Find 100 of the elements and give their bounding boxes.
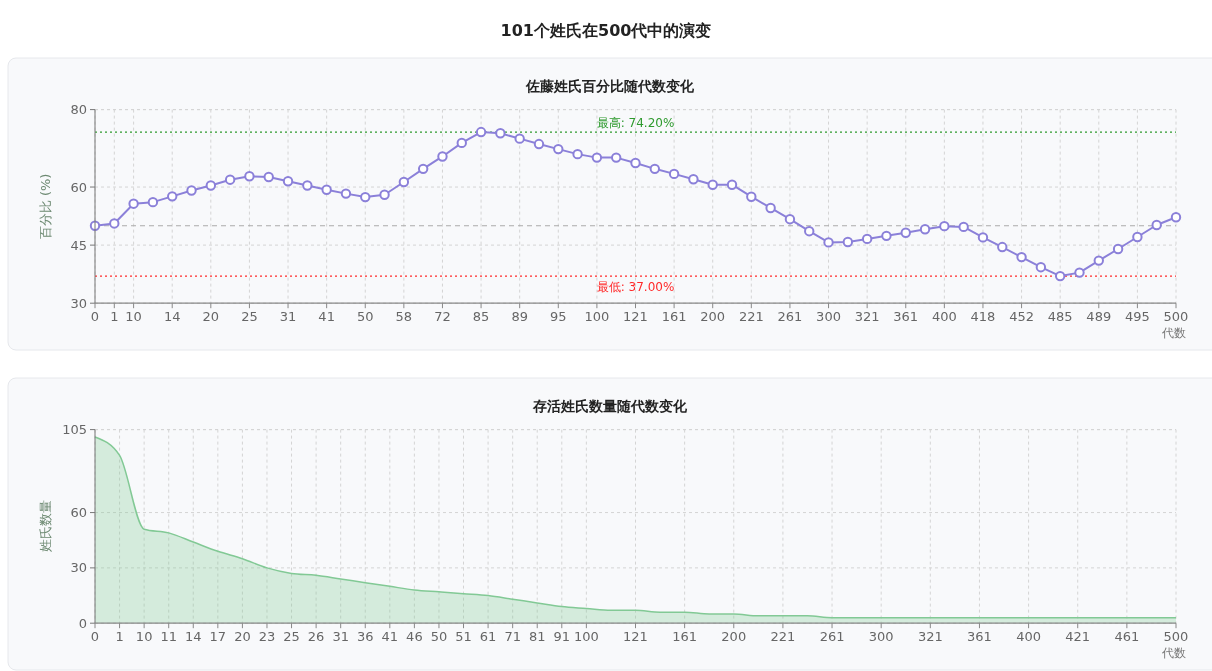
x-tick-label: 421 xyxy=(1065,629,1091,645)
point xyxy=(321,184,332,195)
point xyxy=(611,152,622,163)
x-tick-label: 0 xyxy=(90,629,100,645)
x-axis-title: 代数 xyxy=(1161,326,1186,341)
point xyxy=(939,220,950,232)
x-tick-label: 261 xyxy=(819,629,845,645)
x-tick-label: 361 xyxy=(893,309,919,325)
point xyxy=(861,233,873,245)
point xyxy=(495,128,506,139)
point xyxy=(784,213,796,225)
y-tick-label: 30 xyxy=(70,560,87,576)
point xyxy=(707,179,718,190)
x-tick-label: 50 xyxy=(356,309,374,325)
point xyxy=(919,224,931,235)
x-tick-label: 121 xyxy=(623,309,648,325)
x-tick-label: 321 xyxy=(854,309,880,325)
x-tick-label: 418 xyxy=(970,309,996,325)
point xyxy=(1016,251,1027,263)
chart-subtitle: 佐藤姓氏百分比随代数变化 xyxy=(525,78,695,94)
point xyxy=(1093,255,1104,266)
x-tick-label: 11 xyxy=(160,629,177,645)
point xyxy=(804,225,815,237)
point xyxy=(533,138,545,150)
y-tick-label: 45 xyxy=(70,237,87,253)
x-tick-label: 1 xyxy=(110,309,119,325)
point xyxy=(765,202,776,214)
point xyxy=(475,126,487,138)
point xyxy=(823,237,834,248)
x-tick-label: 300 xyxy=(816,309,841,325)
x-tick-label: 221 xyxy=(738,309,764,325)
y-tick-label: 80 xyxy=(70,102,87,118)
x-axis-title: 代数 xyxy=(1161,646,1186,661)
x-tick-label: 17 xyxy=(209,629,227,645)
y-axis-title: 姓氏数量 xyxy=(38,500,53,553)
point xyxy=(379,189,390,200)
y-tick-label: 105 xyxy=(62,422,87,438)
point xyxy=(1074,267,1085,278)
point xyxy=(263,171,274,183)
x-tick-label: 25 xyxy=(283,629,300,645)
x-tick-label: 500 xyxy=(1163,309,1189,325)
x-tick-label: 1 xyxy=(115,629,124,645)
x-tick-label: 14 xyxy=(163,309,181,325)
x-tick-label: 50 xyxy=(430,629,448,645)
point xyxy=(591,152,603,163)
x-tick-label: 91 xyxy=(553,629,571,645)
x-tick-label: 261 xyxy=(777,309,803,325)
y-tick-label: 0 xyxy=(78,615,87,631)
x-tick-label: 61 xyxy=(479,629,497,645)
point xyxy=(417,163,429,175)
x-tick-label: 31 xyxy=(279,309,297,325)
x-tick-label: 100 xyxy=(573,629,599,645)
point xyxy=(572,148,583,160)
point xyxy=(224,174,236,185)
point xyxy=(842,236,854,248)
x-tick-label: 161 xyxy=(672,629,698,645)
point xyxy=(128,198,139,209)
point xyxy=(746,191,757,202)
x-tick-label: 400 xyxy=(931,309,957,325)
point xyxy=(881,230,892,242)
point xyxy=(205,180,217,191)
x-tick-label: 26 xyxy=(307,629,325,645)
x-tick-label: 14 xyxy=(185,629,202,645)
x-tick-label: 485 xyxy=(1047,309,1073,325)
x-tick-label: 10 xyxy=(125,309,142,325)
x-tick-label: 23 xyxy=(258,629,276,645)
point xyxy=(1112,243,1124,255)
x-tick-label: 400 xyxy=(1016,629,1042,645)
chart-title: 101个姓氏在500代中的演变 xyxy=(500,21,712,40)
x-tick-label: 361 xyxy=(967,629,992,645)
y-axis-title: 百分比 (%) xyxy=(38,173,53,240)
point xyxy=(340,188,352,199)
point xyxy=(437,151,448,162)
point xyxy=(282,176,294,187)
x-tick-label: 72 xyxy=(434,309,451,325)
point xyxy=(977,232,989,243)
x-tick-label: 489 xyxy=(1086,309,1112,325)
point xyxy=(186,185,197,196)
x-tick-label: 81 xyxy=(528,629,546,645)
x-tick-label: 20 xyxy=(202,309,220,325)
x-tick-label: 200 xyxy=(721,629,747,645)
x-tick-label: 89 xyxy=(511,309,528,325)
x-tick-label: 25 xyxy=(241,309,258,325)
x-tick-label: 20 xyxy=(234,629,251,645)
point xyxy=(456,137,467,149)
x-tick-label: 200 xyxy=(700,309,726,325)
x-tick-label: 121 xyxy=(623,629,648,645)
point xyxy=(244,171,255,182)
point xyxy=(1054,270,1066,282)
x-tick-label: 58 xyxy=(395,309,413,325)
point xyxy=(109,218,120,229)
x-tick-label: 95 xyxy=(550,309,567,325)
x-tick-label: 85 xyxy=(472,309,490,325)
point xyxy=(649,163,660,175)
x-tick-label: 41 xyxy=(381,629,399,645)
y-tick-label: 60 xyxy=(70,179,87,195)
point xyxy=(553,143,564,155)
point xyxy=(688,174,699,185)
x-tick-label: 0 xyxy=(90,309,100,325)
x-tick-label: 100 xyxy=(584,309,610,325)
